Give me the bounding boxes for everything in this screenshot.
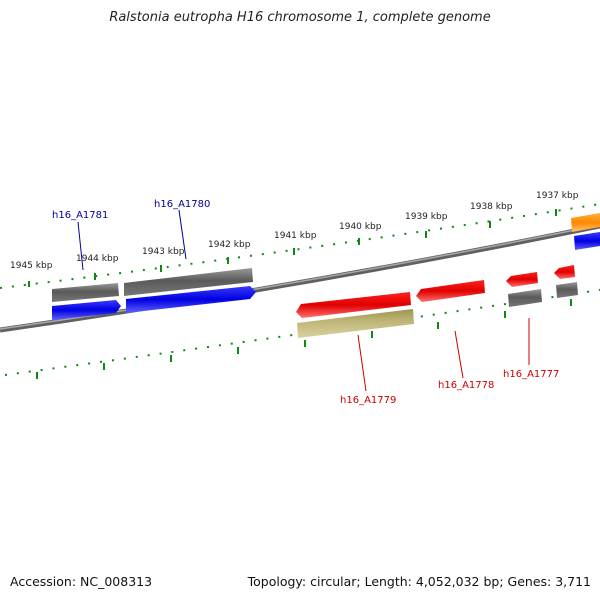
feature-khaki[interactable]: [297, 309, 414, 338]
gene-feature-grey[interactable]: [52, 283, 119, 302]
reverse-genes[interactable]: [296, 265, 575, 318]
gene-label-h16-A1778[interactable]: h16_A1778: [438, 380, 494, 391]
gene-feature-grey[interactable]: [556, 282, 578, 298]
tick-label: 1942 kbp: [208, 240, 251, 250]
label-leaders: [77, 209, 530, 392]
tick-label: 1944 kbp: [76, 254, 119, 264]
gene-h16-A1779[interactable]: [296, 292, 411, 318]
genome-summary-text: Topology: circular; Length: 4,052,032 bp…: [247, 574, 591, 589]
gene-feature-grey[interactable]: [124, 268, 253, 296]
tick-label: 1941 kbp: [274, 231, 317, 241]
tick-label: 1939 kbp: [405, 212, 448, 222]
gene-h16-A1781[interactable]: [52, 300, 121, 320]
gene-label-h16-A1780[interactable]: h16_A1780: [154, 199, 210, 210]
tick-label: 1937 kbp: [536, 191, 579, 201]
genome-backbone-highlight: [0, 224, 600, 330]
accession-text: Accession: NC_008313: [10, 574, 153, 589]
gene-h16-A1777-a[interactable]: [506, 272, 538, 287]
gene-labels: h16_A1781 h16_A1780 h16_A1779 h16_A1778 …: [52, 199, 559, 406]
gene-forward-edge[interactable]: [574, 232, 600, 250]
feature-orange[interactable]: [571, 213, 600, 232]
inner-ticks: [36, 299, 572, 379]
gene-label-h16-A1781[interactable]: h16_A1781: [52, 210, 108, 221]
forward-genes[interactable]: [52, 232, 600, 320]
genome-backbone: [0, 223, 600, 333]
gene-h16-A1778[interactable]: [416, 280, 485, 302]
map-title: Ralstonia eutropha H16 chromosome 1, com…: [109, 10, 491, 25]
gene-h16-A1780[interactable]: [126, 286, 256, 313]
tick-labels: 1945 kbp 1944 kbp 1943 kbp 1942 kbp 1941…: [10, 191, 579, 271]
rna-features-bottom[interactable]: [508, 282, 578, 307]
gene-label-h16-A1779[interactable]: h16_A1779: [340, 395, 396, 406]
tick-label: 1940 kbp: [339, 222, 382, 232]
tick-label: 1945 kbp: [10, 261, 53, 271]
rna-features-top[interactable]: [52, 268, 253, 302]
gene-h16-A1777-b[interactable]: [554, 265, 575, 279]
tick-label: 1938 kbp: [470, 202, 513, 212]
tick-label: 1943 kbp: [142, 247, 185, 257]
gene-feature-grey[interactable]: [508, 289, 542, 307]
gene-label-h16-A1777[interactable]: h16_A1777: [503, 369, 559, 380]
outer-scale-track: [0, 203, 600, 289]
major-ticks: [28, 209, 557, 287]
